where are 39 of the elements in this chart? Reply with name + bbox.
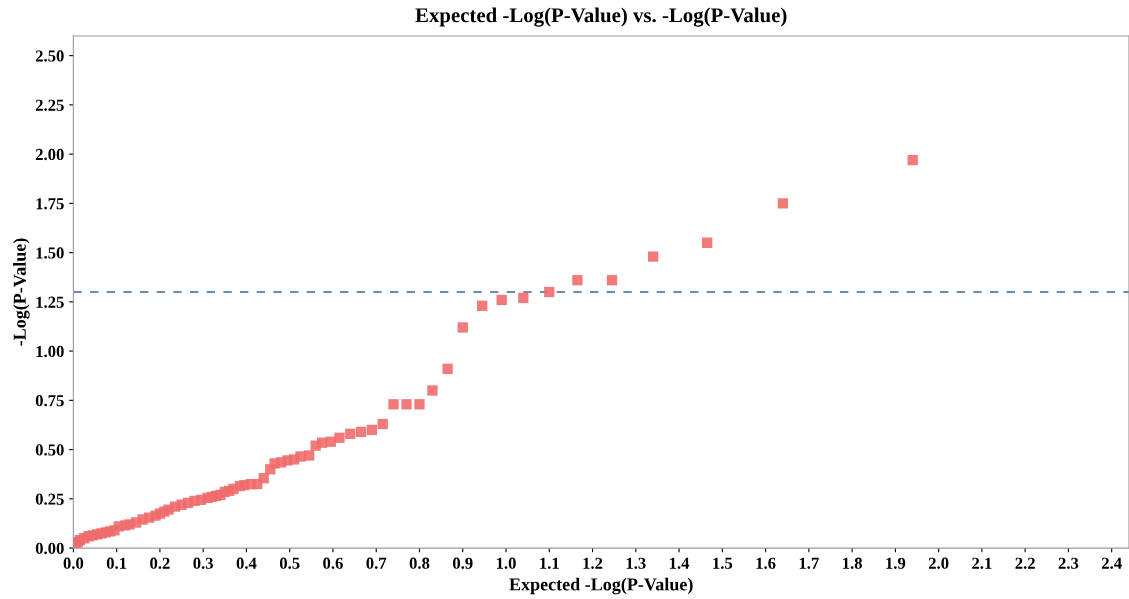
x-tick-label: 0.5 bbox=[279, 557, 300, 569]
y-tick-label: 1.00 bbox=[36, 345, 64, 358]
y-tick-label: 0.00 bbox=[35, 542, 64, 555]
x-tick-label: 2.0 bbox=[928, 557, 949, 569]
x-tick-label: 1.3 bbox=[626, 557, 646, 569]
x-tick-label: 1.1 bbox=[540, 557, 559, 569]
y-tick-label: 2.00 bbox=[35, 148, 64, 161]
x-tick-label: 0.8 bbox=[409, 557, 430, 569]
y-tick-label: 2.50 bbox=[35, 50, 64, 62]
x-tick-label: 2.4 bbox=[1101, 557, 1122, 569]
x-tick-label: 0.2 bbox=[150, 557, 170, 569]
y-tick-label: 1.25 bbox=[36, 296, 64, 308]
x-tick-label: 2.3 bbox=[1058, 557, 1079, 569]
x-tick-label: 1.0 bbox=[496, 557, 516, 569]
y-tick-label: 0.50 bbox=[35, 444, 64, 456]
x-tick-label: 1.7 bbox=[799, 557, 819, 569]
x-tick-label: 0.9 bbox=[452, 557, 473, 569]
x-tick-label: 1.6 bbox=[756, 557, 776, 569]
x-axis-title: Expected -Log(P-Value) bbox=[509, 577, 693, 595]
x-tick-label: 1.4 bbox=[669, 557, 690, 569]
y-tick-label: 0.75 bbox=[35, 395, 64, 407]
y-tick-label: 1.50 bbox=[36, 247, 64, 259]
x-tick-label: 2.2 bbox=[1015, 557, 1035, 569]
x-tick-label: 0.7 bbox=[366, 557, 387, 569]
x-tick-label: 1.2 bbox=[583, 557, 603, 569]
x-tick-label: 0.6 bbox=[323, 557, 343, 569]
x-tick-label: 0.1 bbox=[106, 557, 127, 569]
y-tick-label: 2.25 bbox=[35, 99, 64, 111]
y-axis-title: -Log(P-Value) bbox=[13, 238, 30, 346]
x-tick-label: 1.9 bbox=[886, 557, 906, 569]
x-tick-label: 2.1 bbox=[972, 557, 992, 569]
x-tick-label: 0.3 bbox=[193, 557, 214, 569]
x-tick-label: 0.0 bbox=[63, 557, 84, 569]
y-tick-label: 0.25 bbox=[35, 493, 64, 505]
y-tick-label: 1.75 bbox=[36, 198, 64, 210]
x-tick-label: 1.5 bbox=[713, 557, 733, 569]
chart-title: Expected -Log(P-Value) vs. -Log(P-Value) bbox=[415, 7, 787, 27]
x-tick-label: 1.8 bbox=[843, 557, 862, 569]
x-tick-label: 0.4 bbox=[236, 557, 257, 569]
